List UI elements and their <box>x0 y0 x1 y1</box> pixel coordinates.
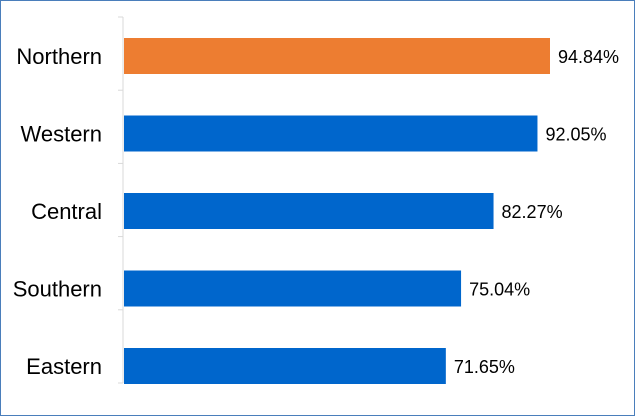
bar-western <box>124 115 538 152</box>
value-label-western: 92.05% <box>545 125 606 145</box>
axis-layer <box>118 16 124 384</box>
category-label-central: Central <box>31 199 102 224</box>
value-label-northern: 94.84% <box>558 47 619 67</box>
labels-layer: Northern 94.84% Western 92.05% Central 82.27%… <box>13 44 619 379</box>
category-label-southern: Southern <box>13 277 102 302</box>
bar-eastern <box>124 348 446 384</box>
category-label-western: Western <box>20 122 102 147</box>
bar-northern <box>124 38 550 74</box>
value-label-southern: 75.04% <box>469 280 530 300</box>
category-label-northern: Northern <box>16 44 102 69</box>
bar-southern <box>124 270 462 307</box>
value-label-eastern: 71.65% <box>454 357 515 377</box>
bars-layer <box>124 38 550 384</box>
bar-central <box>124 193 494 229</box>
value-label-central: 82.27% <box>502 202 563 222</box>
category-label-eastern: Eastern <box>26 354 102 379</box>
